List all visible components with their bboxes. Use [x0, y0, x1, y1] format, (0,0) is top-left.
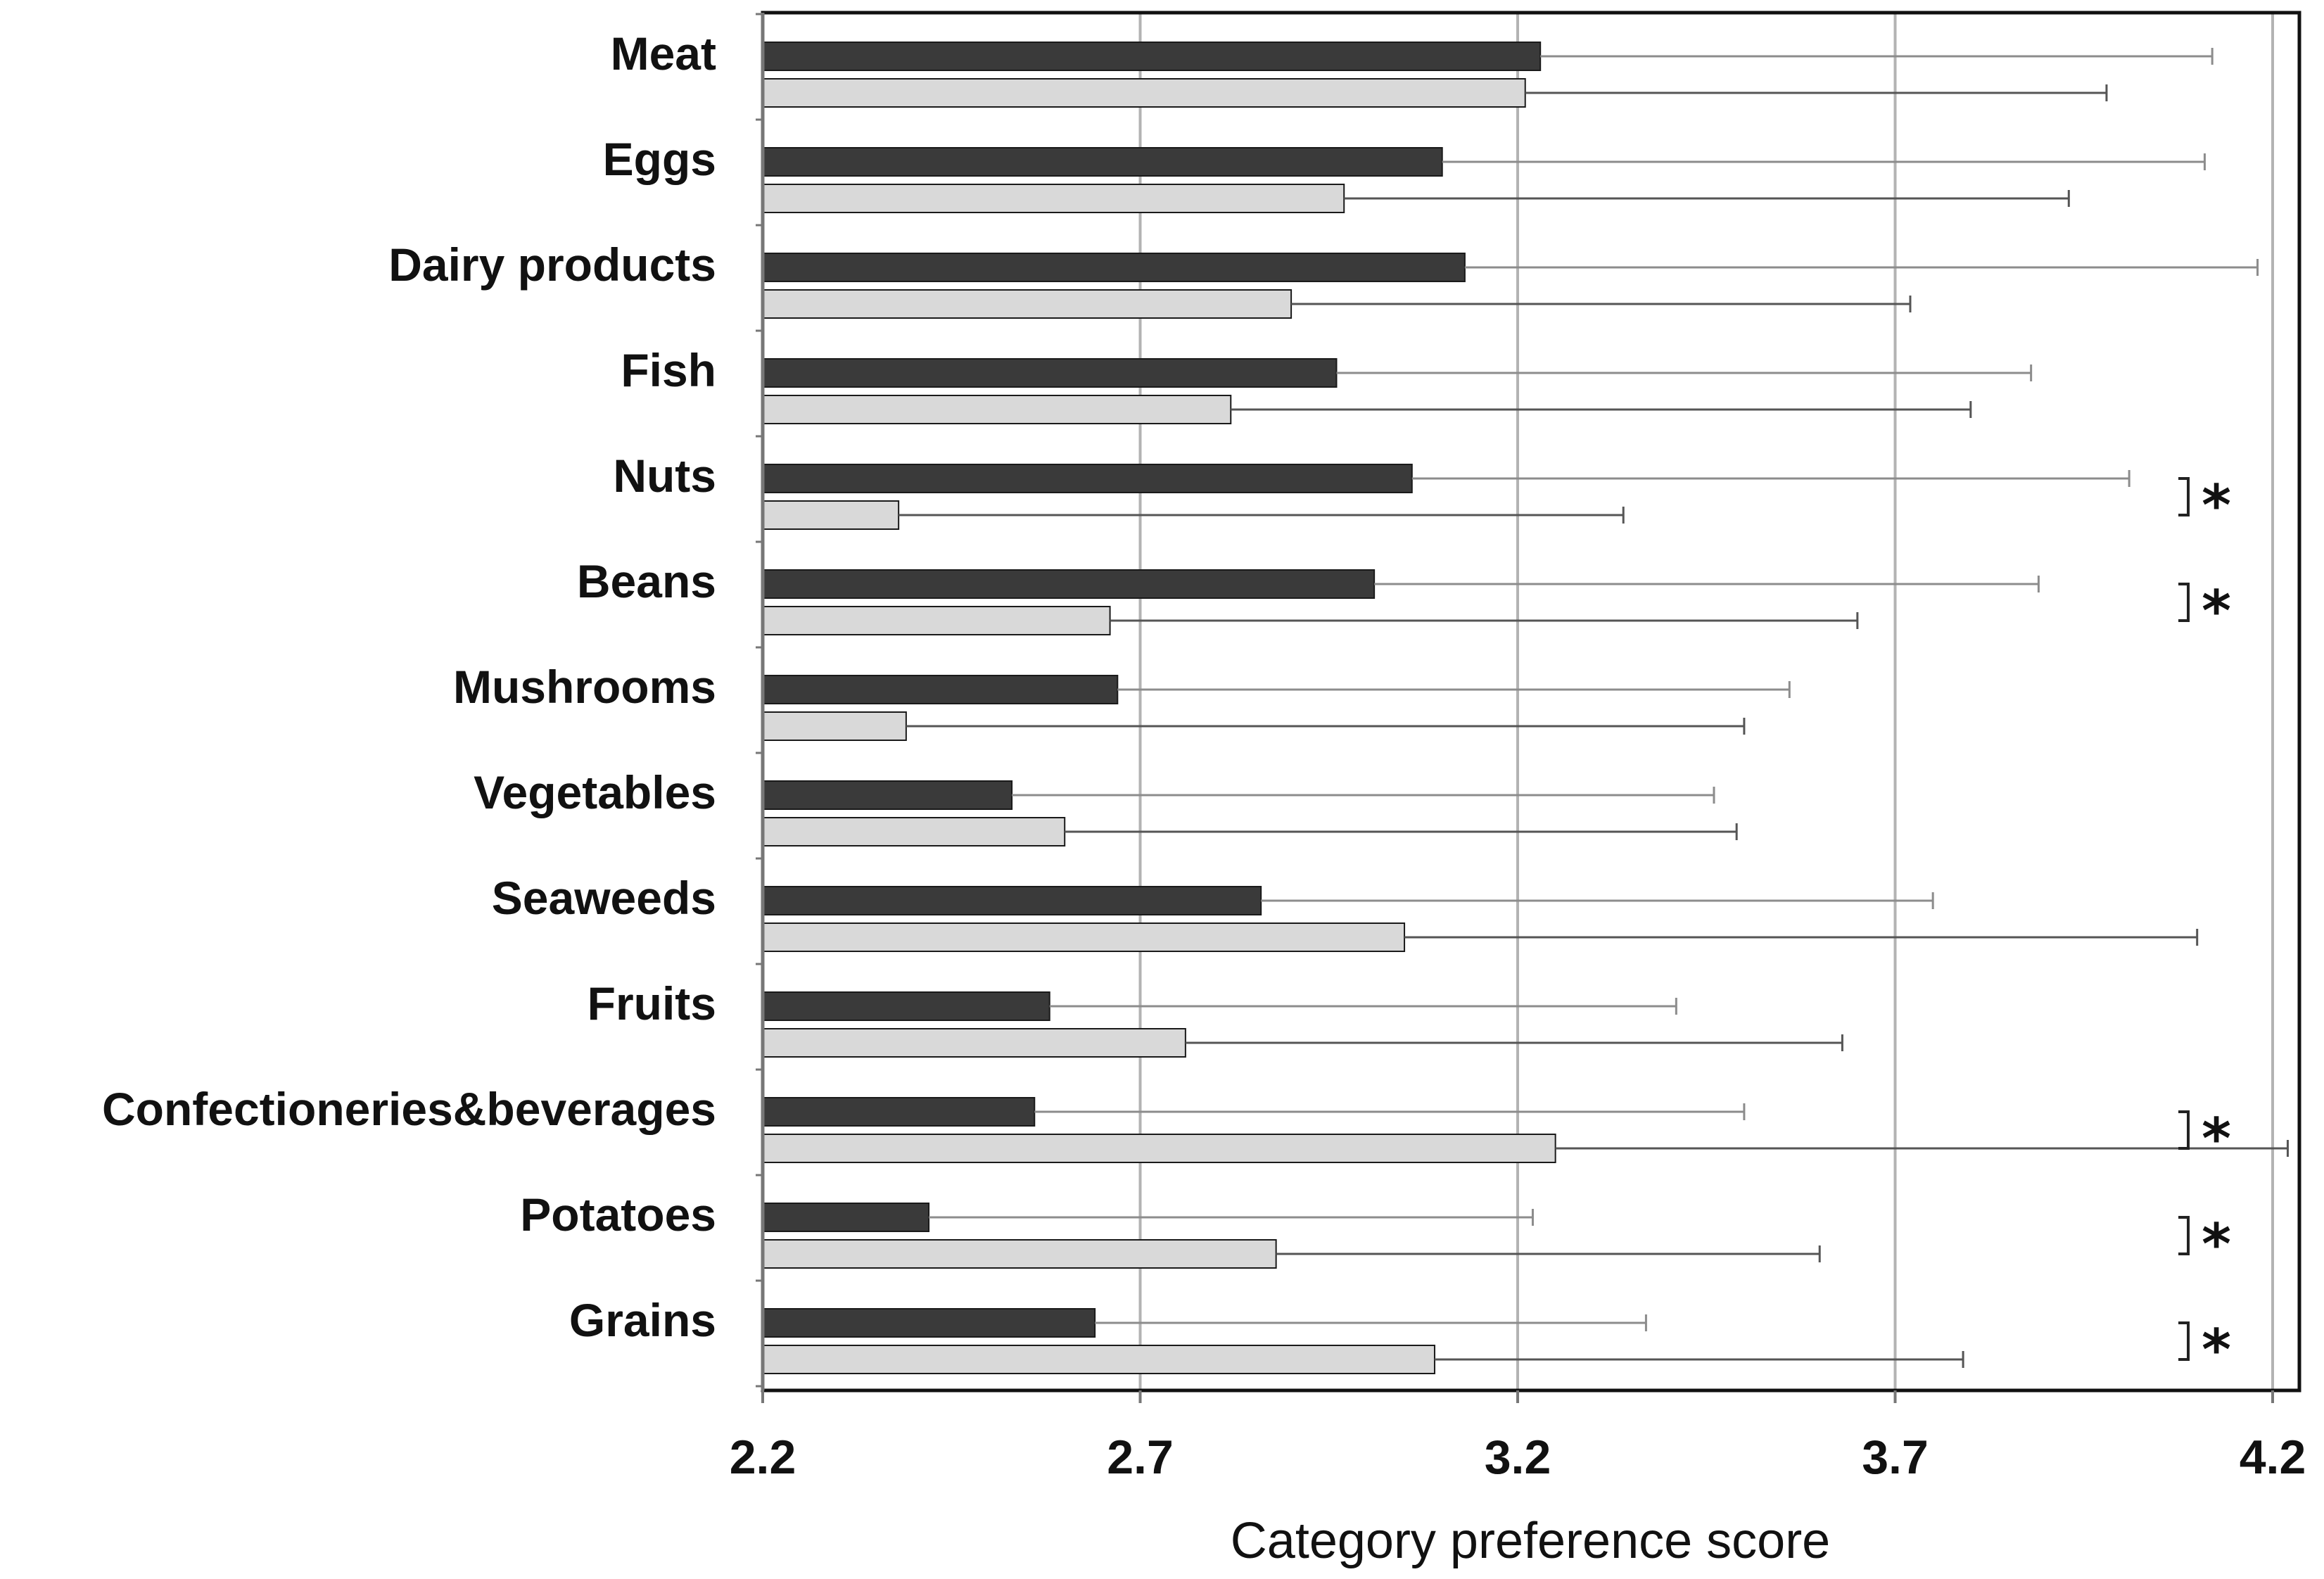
bar-group-2-mushrooms — [762, 711, 907, 741]
category-label-eggs: Eggs — [603, 133, 716, 185]
labels: 2.2 2.7 3.2 3.7 4.2 Meat Eggs Dairy products Fis… — [102, 27, 2306, 1484]
bar-group-2-potatoes — [762, 1239, 1277, 1269]
bar-group-2-confectioneries-beverages — [762, 1134, 1556, 1163]
bar-group-2-vegetables — [762, 817, 1066, 846]
category-label-mushrooms: Mushrooms — [453, 661, 716, 713]
bar-group-1-potatoes — [762, 1203, 930, 1232]
bar-group-1-mushrooms — [762, 675, 1119, 704]
bar-group-1-confectioneries-beverages — [762, 1097, 1036, 1127]
bar-group-2-fish — [762, 395, 1232, 424]
bar-group-2-nuts — [762, 500, 900, 530]
category-label-vegetables: Vegetables — [474, 766, 716, 818]
bar-group-2-beans — [762, 606, 1111, 635]
significance-star-grains: * — [2202, 1317, 2231, 1383]
gridlines — [1138, 13, 2274, 1390]
significance-bracket-potatoes — [2178, 1216, 2190, 1255]
bar-group-1-grains — [762, 1308, 1096, 1338]
bar-group-1-fish — [762, 358, 1338, 388]
category-label-seaweeds: Seaweeds — [492, 872, 716, 924]
category-label-dairy-products: Dairy products — [388, 239, 716, 291]
axes — [756, 13, 2274, 1403]
significance-star-beans: * — [2202, 578, 2231, 644]
category-label-meat: Meat — [611, 27, 716, 80]
category-label-fruits: Fruits — [588, 977, 716, 1029]
category-label-potatoes: Potatoes — [520, 1188, 716, 1241]
significance-star-confectioneries-beverages: * — [2202, 1106, 2231, 1172]
significance-bracket-confectioneries-beverages — [2178, 1110, 2190, 1150]
bar-group-1-seaweeds — [762, 886, 1262, 915]
category-label-grains: Grains — [569, 1294, 716, 1346]
significance-bracket-nuts — [2178, 477, 2190, 516]
bar-group-1-fruits — [762, 991, 1050, 1021]
significance-star-nuts: * — [2202, 473, 2231, 538]
bar-group-1-vegetables — [762, 780, 1013, 810]
bars — [762, 42, 2289, 1374]
x-tick-label: 2.2 — [730, 1431, 796, 1484]
bar-group-2-eggs — [762, 184, 1345, 213]
bar-group-2-grains — [762, 1345, 1435, 1374]
x-tick-label: 3.7 — [1862, 1431, 1929, 1484]
bar-group-2-seaweeds — [762, 922, 1406, 952]
x-tick-label: 2.7 — [1107, 1431, 1174, 1484]
significance-star-potatoes: * — [2202, 1212, 2231, 1277]
bar-group-1-beans — [762, 569, 1376, 599]
bar-group-1-dairy-products — [762, 253, 1466, 282]
category-label-beans: Beans — [577, 555, 716, 607]
significance-bracket-grains — [2178, 1321, 2190, 1361]
bar-group-1-nuts — [762, 464, 1413, 493]
significance-markers: * * * * * — [2178, 473, 2231, 1383]
significance-bracket-beans — [2178, 583, 2190, 622]
x-tick-label: 4.2 — [2240, 1431, 2306, 1484]
x-tick-label: 3.2 — [1485, 1431, 1551, 1484]
bar-group-2-fruits — [762, 1028, 1186, 1058]
bar-group-1-eggs — [762, 147, 1443, 177]
category-label-confectioneries-beverages: Confectioneries&beverages — [102, 1083, 716, 1135]
bar-group-1-meat — [762, 42, 1542, 71]
category-label-nuts: Nuts — [613, 450, 716, 502]
bar-group-2-dairy-products — [762, 289, 1293, 319]
bar-group-2-meat — [762, 78, 1526, 108]
x-axis-title: Category preference score — [1231, 1513, 1830, 1569]
category-label-fish: Fish — [621, 344, 716, 396]
